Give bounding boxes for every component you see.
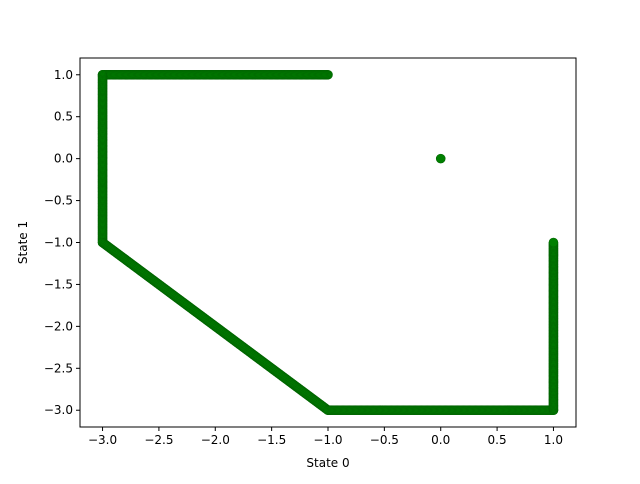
- scatter-point: [436, 154, 445, 163]
- x-tick-label: 0.0: [431, 433, 450, 447]
- x-tick-label: −0.5: [370, 433, 399, 447]
- x-tick-label: −3.0: [88, 433, 117, 447]
- x-tick-label: 0.5: [488, 433, 507, 447]
- y-tick-label: 1.0: [54, 68, 73, 82]
- x-tick-label: −1.5: [257, 433, 286, 447]
- x-axis-label: State 0: [306, 456, 349, 470]
- y-tick-label: −2.5: [44, 361, 73, 375]
- x-tick-label: −2.5: [144, 433, 173, 447]
- x-tick-label: 1.0: [544, 433, 563, 447]
- x-tick-label: −2.0: [201, 433, 230, 447]
- scatter-point: [549, 238, 558, 247]
- y-axis-label: State 1: [16, 221, 30, 264]
- y-tick-label: 0.5: [54, 110, 73, 124]
- y-tick-label: −0.5: [44, 194, 73, 208]
- y-tick-label: 0.0: [54, 152, 73, 166]
- y-tick-label: −3.0: [44, 403, 73, 417]
- y-tick-label: −1.0: [44, 236, 73, 250]
- plot-area: [80, 58, 576, 427]
- x-tick-label: −1.0: [313, 433, 342, 447]
- y-tick-label: −1.5: [44, 277, 73, 291]
- y-tick-label: −2.0: [44, 319, 73, 333]
